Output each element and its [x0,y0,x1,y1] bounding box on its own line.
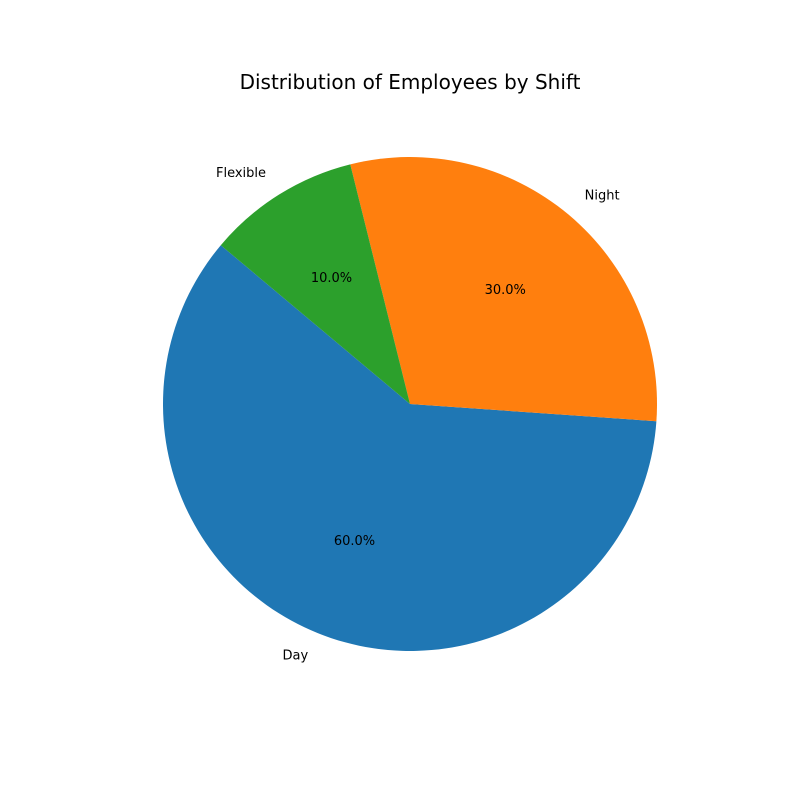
chart-title: Distribution of Employees by Shift [240,70,581,94]
pie-slices [163,157,658,652]
pie-labels: Day 60.0% Night 30.0% Flexible 10.0% [216,166,620,663]
slice-percent-night: 30.0% [485,283,526,298]
slice-label-night: Night [585,188,620,203]
pie-slice-day [163,245,657,652]
slice-percent-flexible: 10.0% [311,271,352,286]
slice-percent-day: 60.0% [334,534,375,549]
slice-label-day: Day [283,648,309,663]
pie-slice-night [350,157,658,422]
slice-label-flexible: Flexible [216,166,266,181]
pie-slice-flexible [220,164,410,404]
